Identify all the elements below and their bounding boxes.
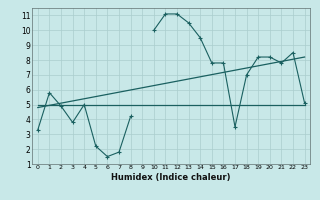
X-axis label: Humidex (Indice chaleur): Humidex (Indice chaleur) xyxy=(111,173,231,182)
